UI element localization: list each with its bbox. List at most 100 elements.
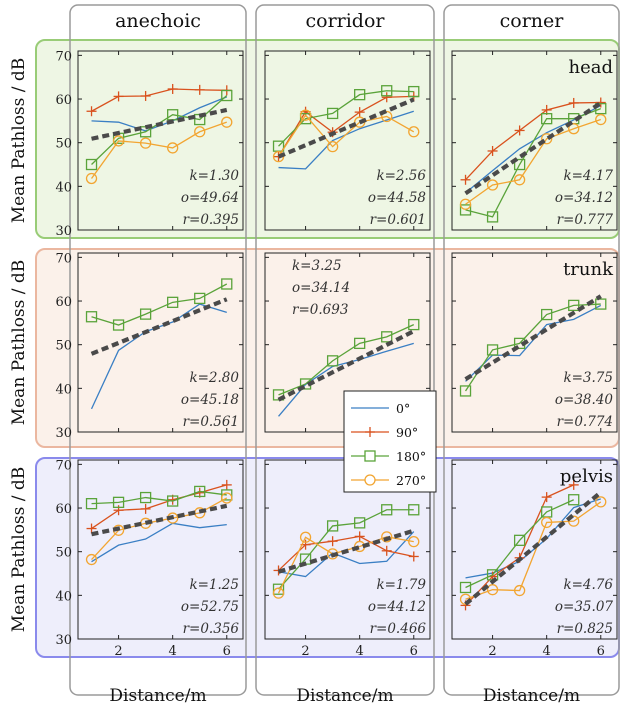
data-point-square	[459, 385, 472, 397]
y-tick-label: 70	[55, 49, 72, 64]
x-tick-label: 6	[597, 644, 605, 659]
fit-line	[277, 528, 415, 574]
x-tick-label: 4	[169, 644, 177, 659]
data-point-circle	[408, 126, 420, 138]
panel-anechoic-pelvis: 2 4 6 30 40 50 60 70 k=1.25 o=52.75 r=0.356	[55, 458, 244, 659]
data-point-square	[595, 298, 607, 310]
data-point-circle	[459, 198, 472, 210]
column-title: corridor	[305, 10, 385, 32]
row-label-head: head	[569, 57, 614, 78]
data-point-plus	[221, 479, 232, 490]
data-point-circle	[139, 137, 152, 149]
legend-label: 90°	[396, 425, 418, 440]
legend-entry-90deg: 90°	[351, 425, 418, 440]
panel-anechoic-head: 30 40 50 60 70 k=1.30 o=49.64 r=0.395	[55, 49, 244, 239]
stat-r: r=0.693	[292, 302, 348, 318]
data-point-plus	[327, 536, 338, 547]
y-tick-label: 40	[55, 180, 72, 195]
stat-k: k=4.76	[563, 577, 613, 593]
column-frame-anechoic	[69, 4, 247, 696]
x-tick-label: 6	[410, 644, 418, 659]
column-frame-corridor	[255, 4, 435, 696]
data-point-plus	[408, 551, 419, 562]
stat-r: r=0.777	[557, 212, 614, 228]
data-point-square	[408, 504, 420, 516]
fit-line	[90, 297, 228, 356]
y-tick-label: 70	[55, 251, 72, 266]
legend-entry-180deg: 180°	[351, 449, 426, 464]
data-point-square	[513, 158, 526, 171]
data-point-square	[486, 211, 499, 223]
data-point-circle	[221, 492, 233, 504]
column-frame-corner	[443, 4, 620, 696]
data-point-circle	[85, 553, 98, 566]
stat-o: o=38.40	[555, 392, 613, 408]
x-tick-label: 2	[488, 644, 496, 659]
data-point-square	[541, 308, 553, 321]
axes-frame	[451, 252, 618, 433]
data-point-square	[326, 107, 339, 120]
data-point-square	[354, 337, 366, 350]
data-point-circle	[568, 123, 580, 135]
stat-r: r=0.825	[557, 621, 613, 637]
data-point-square	[272, 583, 285, 595]
panel-corner-pelvis: 2 4 6 k=4.76 o=35.07 r=0.825	[451, 459, 618, 659]
data-point-square	[354, 517, 366, 529]
y-tick-label: 30	[55, 426, 72, 441]
panel-anechoic-trunk: 30 40 50 60 70 k=2.80 o=45.18 r=0.561	[55, 251, 244, 441]
data-point-square	[568, 299, 580, 312]
panel-corridor-pelvis: 2 4 6 k=1.79 o=44.12 r=0.466	[264, 459, 431, 659]
data-point-square	[354, 89, 366, 101]
data-point-plus	[487, 145, 498, 156]
data-point-square	[326, 355, 339, 367]
data-point-circle	[408, 535, 420, 548]
data-point-circle	[221, 116, 233, 128]
stat-r: r=0.356	[183, 621, 240, 637]
y-axis-label: Mean Pathloss / dB	[9, 260, 29, 426]
series-line-90deg	[278, 535, 414, 571]
data-point-plus	[167, 83, 178, 94]
panel-corridor-head: k=2.56 o=44.58 r=0.601	[264, 50, 431, 231]
data-point-square	[167, 296, 179, 308]
x-axis-label: Distance/m	[296, 686, 393, 706]
data-point-square	[85, 311, 98, 323]
data-point-plus	[354, 531, 365, 542]
axes-frame	[77, 50, 244, 231]
legend-entry-0deg: 0°	[351, 401, 410, 416]
y-tick-label: 60	[55, 502, 72, 517]
legend-label: 180°	[396, 449, 426, 464]
fit-line	[464, 294, 602, 381]
legend-marker	[364, 474, 376, 486]
x-axis-label: Distance/m	[483, 686, 580, 706]
x-axis-label: Distance/m	[109, 686, 206, 706]
data-point-circle	[194, 126, 206, 138]
panel-corner-head: k=4.17 o=34.12 r=0.777	[451, 50, 618, 231]
panel-corner-trunk: k=3.75 o=38.40 r=0.774	[451, 252, 618, 433]
stat-o: o=34.14	[292, 280, 350, 296]
stat-k: k=2.80	[189, 370, 239, 386]
row-label-trunk: trunk	[563, 259, 614, 280]
series-line-0deg	[91, 522, 227, 563]
stat-k: k=4.17	[563, 168, 613, 184]
stat-k: k=1.79	[376, 577, 426, 593]
column-title: anechoic	[115, 10, 201, 32]
stat-k: k=1.30	[189, 168, 239, 184]
data-point-plus	[354, 107, 365, 118]
data-point-plus	[113, 91, 124, 102]
legend-label: 270°	[396, 473, 426, 488]
data-point-circle	[272, 587, 285, 599]
fit-line	[277, 329, 415, 402]
data-point-plus	[86, 523, 97, 534]
data-point-square	[326, 520, 339, 532]
data-point-square	[85, 158, 98, 171]
y-tick-label: 40	[55, 589, 72, 604]
x-tick-label: 2	[301, 644, 309, 659]
data-point-plus	[568, 97, 579, 108]
y-tick-label: 50	[55, 546, 72, 561]
stat-r: r=0.466	[370, 621, 427, 637]
legend-label: 0°	[396, 401, 410, 416]
axes-frame	[451, 50, 618, 231]
data-point-circle	[167, 142, 179, 154]
column-title: corner	[500, 10, 565, 32]
